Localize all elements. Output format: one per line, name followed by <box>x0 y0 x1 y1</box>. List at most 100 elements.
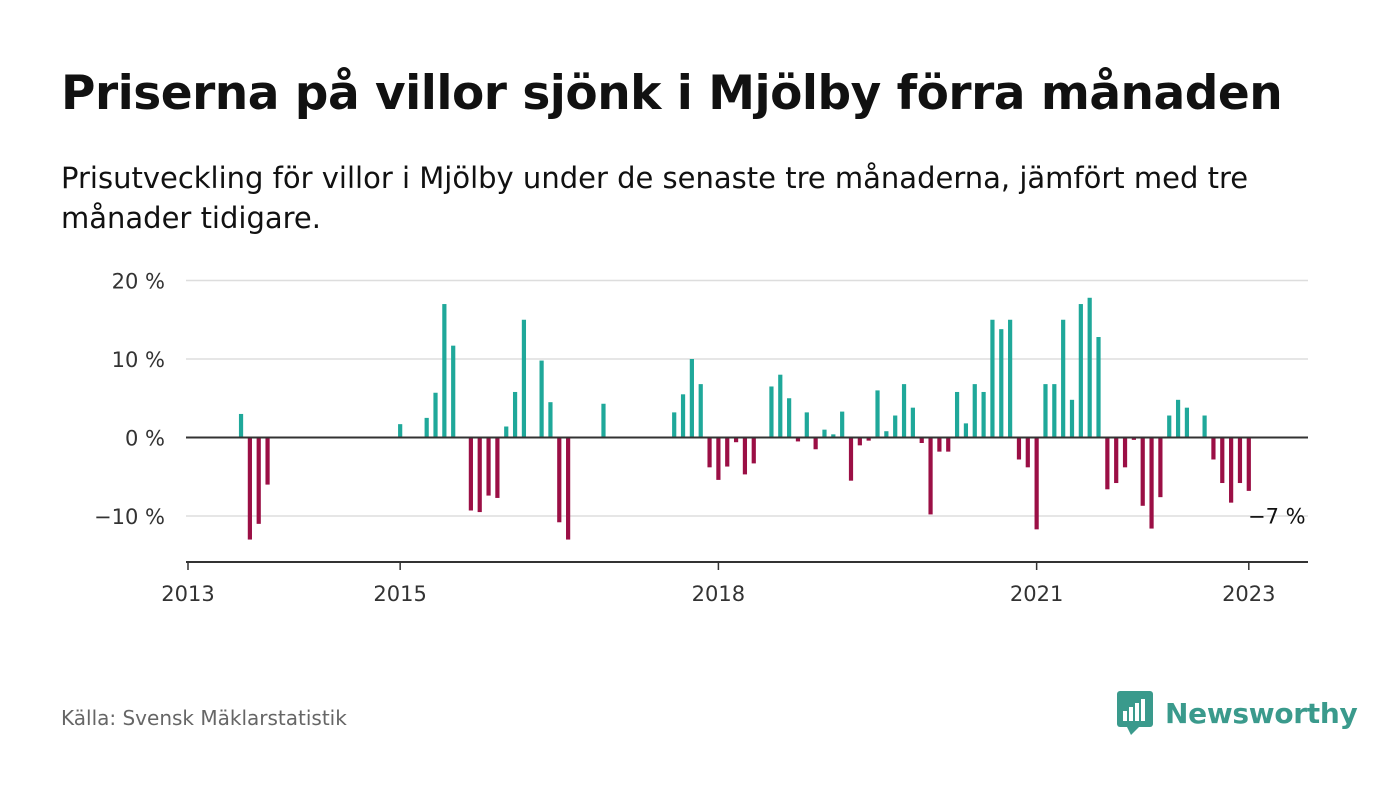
bar <box>1069 399 1075 438</box>
bar <box>725 437 730 467</box>
bar <box>831 434 836 438</box>
bar <box>424 417 429 438</box>
bar <box>557 437 562 523</box>
bar <box>999 329 1004 438</box>
bar <box>672 412 677 438</box>
bar <box>963 423 969 438</box>
source-note: Källa: Svensk Mäklarstatistik <box>61 706 347 730</box>
bar <box>813 437 818 450</box>
bar <box>1122 437 1128 468</box>
page-subtitle: Prisutveckling för villor i Mjölby under… <box>61 161 1249 235</box>
bar <box>1229 437 1234 503</box>
bar <box>795 437 801 442</box>
bar <box>238 413 244 438</box>
bar <box>946 437 951 452</box>
bar <box>1184 407 1190 438</box>
bar <box>928 437 933 515</box>
bar <box>495 437 500 498</box>
x-tick-label: 2023 <box>1222 582 1275 606</box>
bar <box>1043 384 1048 438</box>
bar <box>769 386 774 438</box>
bar <box>1175 399 1181 438</box>
bar <box>1016 437 1022 460</box>
x-tick-label: 2021 <box>1010 582 1063 606</box>
bars-layer <box>238 297 1251 540</box>
axes-layer <box>186 436 1308 570</box>
bar <box>840 411 845 438</box>
bar <box>1158 437 1163 498</box>
bar <box>1131 437 1136 440</box>
bar <box>990 319 995 438</box>
bar <box>787 398 792 438</box>
bar <box>1114 437 1119 484</box>
bar <box>1096 337 1101 438</box>
bar <box>566 437 571 540</box>
bar-chart-logo-icon <box>1117 691 1153 735</box>
bar <box>1025 437 1030 468</box>
bar <box>875 390 880 438</box>
bar <box>265 437 270 485</box>
labels-layer: −10 % 0 % 10 % 20 % 2013 2015 2018 2021 2023 −7 % <box>94 270 1306 607</box>
x-tick-label: 2013 <box>161 582 214 606</box>
bar <box>1202 415 1207 438</box>
y-tick-label: 0 % <box>125 427 165 451</box>
bar <box>857 437 862 446</box>
bar <box>468 437 473 511</box>
bar <box>1167 415 1172 438</box>
bar <box>1105 437 1110 490</box>
bar <box>689 359 694 438</box>
last-value-annotation: −7 % <box>1248 504 1306 528</box>
bar <box>804 412 809 438</box>
bar <box>901 384 907 438</box>
bar <box>504 426 509 438</box>
x-tick-label: 2018 <box>692 582 745 606</box>
bar <box>521 319 527 438</box>
bar <box>751 437 756 464</box>
bar <box>1034 437 1039 530</box>
bar <box>707 437 712 468</box>
bar <box>1149 437 1154 529</box>
bar <box>822 429 827 438</box>
bar <box>919 437 924 443</box>
bar <box>972 384 977 438</box>
page-title: Priserna på villor sjönk i Mjölby förra … <box>61 66 1283 121</box>
y-tick-label: 20 % <box>112 270 165 294</box>
bar <box>1140 437 1145 506</box>
bar <box>981 391 986 438</box>
bar <box>1211 437 1216 460</box>
brand-logo[interactable]: Newsworthy <box>1117 690 1358 736</box>
bar <box>742 437 748 475</box>
bar <box>451 345 456 438</box>
y-tick-label: 10 % <box>112 348 165 372</box>
bar <box>716 437 721 480</box>
bar <box>1220 437 1225 484</box>
bar <box>866 437 871 441</box>
grid-layer <box>186 279 1308 517</box>
bar <box>256 437 261 524</box>
y-tick-label: −10 % <box>94 505 165 529</box>
x-tick-label: 2015 <box>373 582 426 606</box>
bar <box>1008 319 1013 438</box>
bar <box>1246 437 1251 491</box>
bar <box>910 407 915 438</box>
bar <box>539 360 544 438</box>
bar <box>1078 304 1083 438</box>
bar <box>848 437 854 481</box>
bar <box>884 431 889 438</box>
bar <box>680 394 686 438</box>
bar <box>512 391 518 438</box>
bar <box>954 391 960 438</box>
bar <box>733 437 739 443</box>
bar <box>442 304 447 438</box>
bar <box>893 415 898 438</box>
bar <box>1052 384 1057 438</box>
bar <box>247 437 252 540</box>
bar <box>698 384 703 438</box>
bar <box>1237 437 1243 484</box>
brand-name: Newsworthy <box>1165 696 1358 730</box>
bar <box>778 374 783 438</box>
bar <box>548 402 553 438</box>
bar <box>601 403 606 438</box>
bar <box>937 437 942 452</box>
